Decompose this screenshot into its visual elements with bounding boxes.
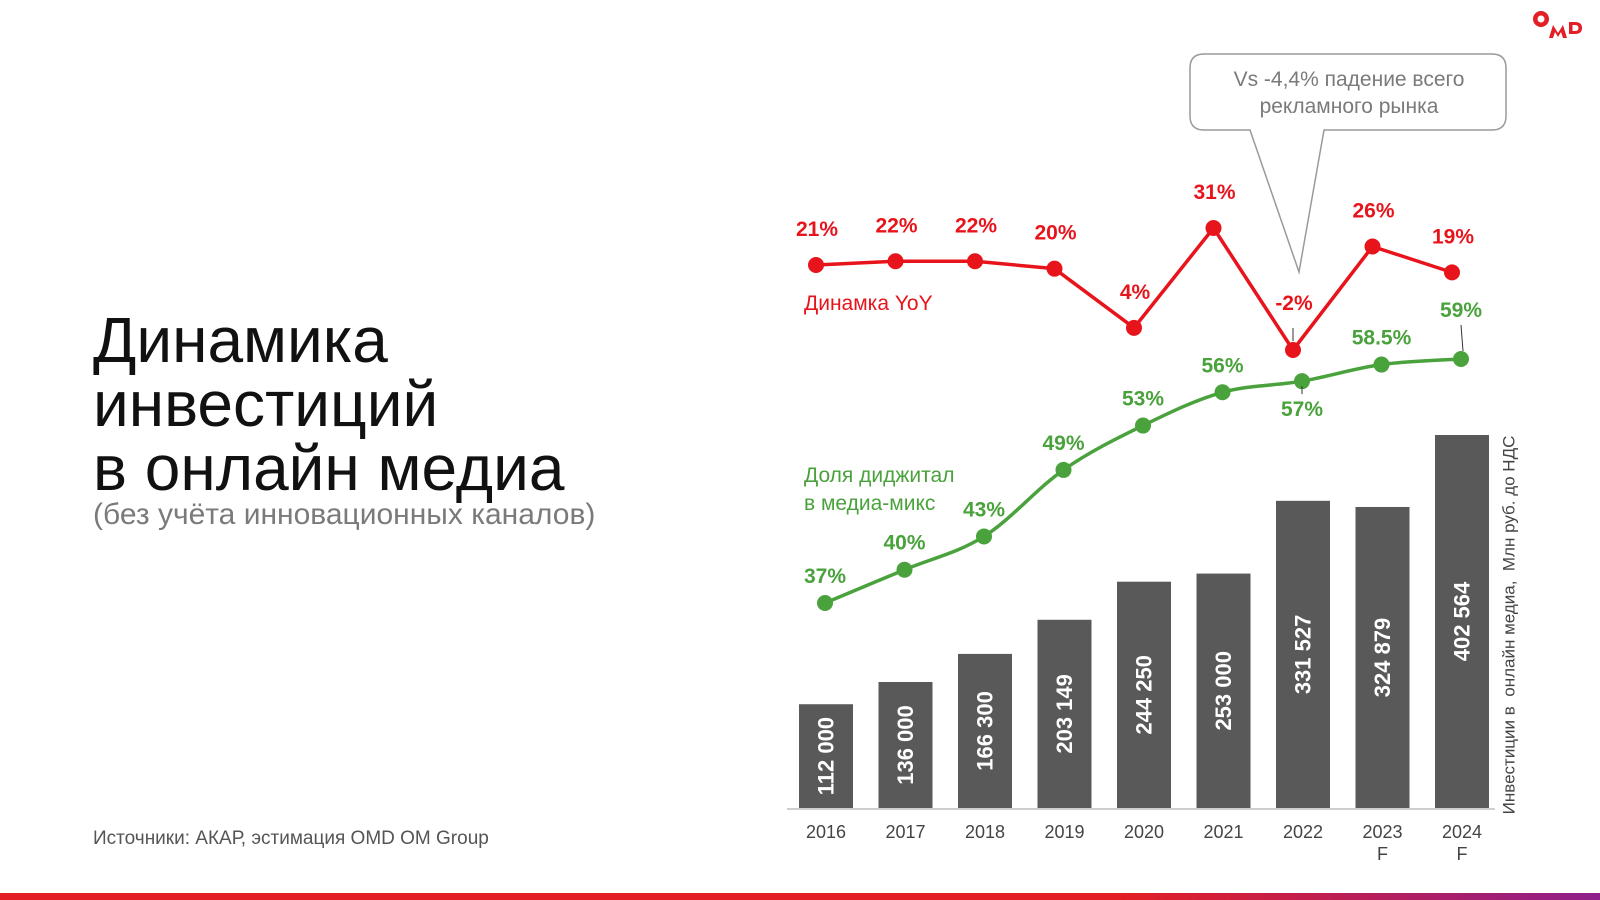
share-leader-line	[1460, 324, 1464, 352]
yoy-point	[967, 253, 983, 270]
share-value-label: 49%	[1042, 432, 1084, 455]
bar-2016	[799, 704, 853, 808]
annotation-text-line-1: Vs -4,4% падение всего	[1234, 68, 1465, 91]
yoy-point	[1444, 264, 1460, 281]
bar-2024	[1435, 435, 1489, 808]
share-point	[1055, 461, 1072, 478]
share-point	[1214, 384, 1231, 401]
share-value-label: 43%	[963, 498, 1005, 521]
title-line-3: в онлайн медиа	[93, 432, 565, 504]
yoy-point	[1046, 260, 1063, 277]
bar-value-label: 166 300	[973, 691, 998, 771]
x-tick-label: 2019	[1044, 822, 1084, 842]
bar-value-label: 244 250	[1132, 655, 1157, 735]
share-point	[817, 595, 833, 611]
x-tick-label: 2017	[885, 822, 925, 842]
yoy-point	[887, 253, 904, 270]
bar-2021	[1196, 573, 1251, 808]
yoy-point	[1205, 220, 1222, 236]
yoy-value-label: 20%	[1034, 222, 1076, 245]
x-tick-label: 2018	[965, 822, 1005, 842]
yoy-point	[1126, 319, 1142, 336]
share-value-label: 57%	[1281, 398, 1323, 421]
bar-2017	[878, 681, 933, 808]
share-point	[1453, 351, 1469, 367]
bar-2020	[1117, 581, 1171, 808]
yoy-point	[1364, 238, 1381, 255]
yoy-value-label: 22%	[955, 214, 997, 237]
x-tick-label: 2016	[806, 822, 846, 842]
bar-value-label: 402 564	[1450, 581, 1475, 661]
bar-value-label: 136 000	[893, 705, 918, 785]
bar-2022	[1276, 500, 1330, 808]
share-point	[1135, 417, 1151, 434]
x-tick-suffix: F	[1457, 844, 1468, 864]
share-value-label: 53%	[1122, 388, 1164, 411]
page-title: Динамика инвестиций в онлайн медиа	[93, 308, 564, 500]
bar-value-label: 324 879	[1370, 618, 1395, 698]
annotation-text-line-2: рекламного рынка	[1260, 95, 1439, 118]
x-tick-label: 2022	[1283, 822, 1323, 842]
share-value-label: 40%	[883, 532, 925, 555]
omd-logo	[1533, 11, 1582, 38]
share-value-label: 59%	[1440, 299, 1482, 322]
x-tick-label: 2024	[1442, 822, 1482, 842]
page-subtitle: (без учёта инновационных каналов)	[93, 498, 596, 531]
bar-value-label: 331 527	[1291, 615, 1316, 695]
x-tick-suffix: F	[1377, 844, 1388, 864]
bar-2023	[1355, 506, 1410, 808]
yoy-value-label: 22%	[875, 214, 917, 237]
yoy-value-label: 31%	[1193, 181, 1235, 204]
share-point	[1294, 373, 1310, 390]
yoy-point	[1285, 342, 1301, 358]
bar-value-label: 253 000	[1211, 651, 1236, 731]
yoy-point	[808, 256, 824, 273]
x-tick-label: 2021	[1203, 822, 1243, 842]
annotation-callout	[1189, 53, 1507, 275]
share-value-label: 58.5%	[1352, 327, 1412, 350]
share-series-name-line-1: Доля диджитал	[804, 464, 954, 487]
yoy-value-label: 26%	[1352, 199, 1394, 222]
title-line-2: инвестиций	[93, 368, 439, 440]
bar-2018	[958, 653, 1012, 808]
share-point	[1373, 356, 1390, 373]
yoy-series-name: Динамка YoY	[804, 292, 933, 315]
yoy-value-label: 4%	[1120, 281, 1151, 304]
share-series-name-line-2: в медиа-микс	[804, 492, 935, 515]
x-tick-label: 2023	[1362, 822, 1402, 842]
yoy-value-label: 21%	[796, 218, 838, 241]
share-point	[976, 528, 992, 545]
share-value-label: 56%	[1201, 354, 1243, 377]
bar-2019	[1037, 619, 1092, 808]
share-point	[896, 561, 913, 578]
yoy-value-label: 19%	[1432, 225, 1474, 248]
yoy-value-label: -2%	[1275, 292, 1313, 315]
y-axis-label: Инвестиции в онлайн медиа, Млн руб. до Н…	[1500, 436, 1519, 815]
share-value-label: 37%	[804, 565, 846, 588]
bottom-accent-bar	[0, 893, 1600, 900]
bar-value-label: 112 000	[814, 717, 839, 795]
title-line-1: Динамика	[93, 304, 388, 376]
x-tick-label: 2020	[1124, 822, 1164, 842]
bar-value-label: 203 149	[1052, 674, 1077, 754]
source-note: Источники: АКАР, эстимация OMD OM Group	[93, 828, 489, 849]
